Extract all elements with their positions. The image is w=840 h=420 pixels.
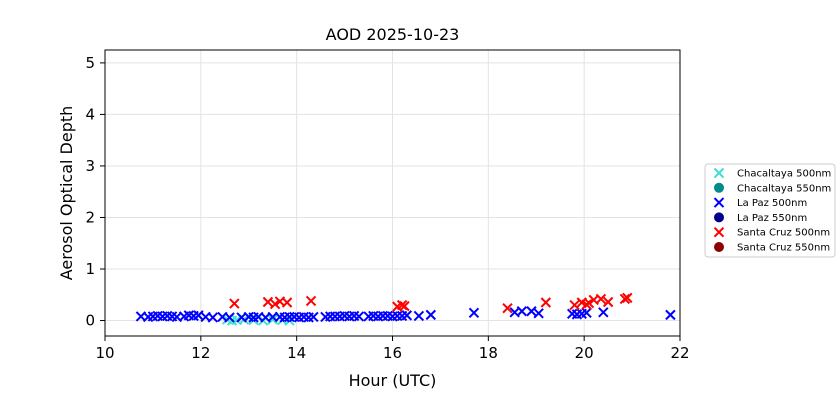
legend-label: La Paz 550nm <box>737 213 807 224</box>
x-tick-label: 18 <box>479 344 498 362</box>
legend: Chacaltaya 500nm Chacaltaya 550nm La Paz 5… <box>704 163 836 258</box>
legend-marker-1 <box>714 182 724 193</box>
y-axis-title: Aerosol Optical Depth <box>57 106 76 281</box>
point-la-paz-500nm <box>526 306 537 317</box>
point-la-paz-500nm <box>425 309 437 321</box>
x-tick-label: 22 <box>670 344 689 362</box>
data-marks <box>135 292 676 326</box>
y-tick-label: 0 <box>85 312 95 330</box>
point-la-paz-500nm <box>224 312 235 323</box>
legend-items: Chacaltaya 500nm Chacaltaya 550nm La Paz 5… <box>713 167 831 254</box>
y-tick-label: 5 <box>85 54 95 72</box>
legend-label: Chacaltaya 500nm <box>737 169 831 180</box>
point-la-paz-500nm <box>533 308 544 319</box>
point-santa-cruz-500nm <box>569 299 580 311</box>
y-tick-label: 2 <box>85 208 95 226</box>
point-santa-cruz-500nm <box>229 298 240 309</box>
chart-title: AOD 2025-10-23 <box>326 25 460 44</box>
y-tick-label: 1 <box>85 260 95 278</box>
point-chacaltaya-500nm <box>248 314 259 326</box>
point-santa-cruz-500nm <box>622 292 633 304</box>
point-la-paz-500nm <box>581 307 592 319</box>
point-la-paz-500nm <box>413 310 425 322</box>
legend-marker-5 <box>714 242 724 252</box>
x-tick-label: 16 <box>383 344 402 362</box>
point-santa-cruz-500nm <box>305 295 317 307</box>
legend-marker-3 <box>714 212 724 223</box>
legend-label: Santa Cruz 500nm <box>737 228 830 239</box>
point-la-paz-500nm <box>308 311 319 323</box>
point-santa-cruz-500nm <box>262 296 274 308</box>
x-tick-label: 14 <box>287 344 306 362</box>
x-tick-label: 20 <box>575 344 594 362</box>
legend-label: La Paz 500nm <box>737 198 807 209</box>
x-tick-label: 12 <box>191 344 210 362</box>
legend-marker-0 <box>713 167 725 179</box>
point-la-paz-500nm <box>516 306 528 317</box>
point-la-paz-500nm <box>401 310 413 321</box>
legend-marker-2 <box>713 197 725 208</box>
point-la-paz-500nm <box>468 307 480 319</box>
point-chacaltaya-500nm <box>267 314 278 325</box>
x-axis-title: Hour (UTC) <box>349 371 437 390</box>
point-santa-cruz-500nm <box>502 302 513 314</box>
point-la-paz-500nm <box>353 311 365 322</box>
point-santa-cruz-500nm <box>399 300 410 312</box>
legend-marker-4 <box>713 226 725 238</box>
point-santa-cruz-500nm <box>602 296 614 308</box>
point-la-paz-500nm <box>665 309 676 321</box>
point-santa-cruz-500nm <box>583 297 595 309</box>
legend-box <box>704 163 836 258</box>
point-la-paz-500nm <box>598 307 609 318</box>
y-tick-label: 4 <box>85 105 95 123</box>
point-santa-cruz-500nm <box>281 297 293 308</box>
point-santa-cruz-500nm <box>595 293 607 305</box>
y-tick-label: 3 <box>85 157 95 175</box>
x-tick-label: 10 <box>95 344 114 362</box>
point-la-paz-500nm <box>207 312 219 323</box>
point-santa-cruz-500nm <box>540 297 552 308</box>
legend-label: Santa Cruz 550nm <box>737 243 830 254</box>
legend-label: Chacaltaya 550nm <box>737 183 831 194</box>
